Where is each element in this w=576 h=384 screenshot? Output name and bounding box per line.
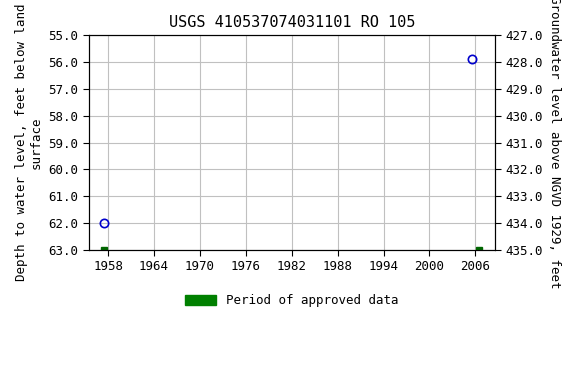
Legend: Period of approved data: Period of approved data (180, 289, 404, 312)
Title: USGS 410537074031101 RO 105: USGS 410537074031101 RO 105 (169, 15, 415, 30)
Y-axis label: Depth to water level, feet below land
surface: Depth to water level, feet below land su… (15, 4, 43, 281)
Y-axis label: Groundwater level above NGVD 1929, feet: Groundwater level above NGVD 1929, feet (548, 0, 561, 289)
